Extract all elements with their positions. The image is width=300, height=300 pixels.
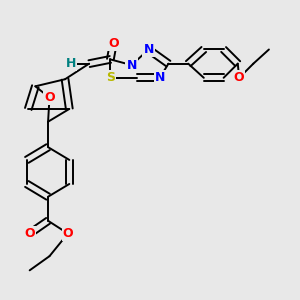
Text: N: N	[155, 71, 165, 84]
Text: H: H	[65, 57, 76, 70]
Text: O: O	[44, 91, 55, 104]
Text: O: O	[24, 227, 35, 240]
Text: O: O	[108, 37, 119, 50]
Text: S: S	[106, 71, 115, 84]
Text: O: O	[63, 227, 73, 240]
Text: O: O	[234, 71, 244, 84]
Text: N: N	[143, 43, 154, 56]
Text: N: N	[126, 58, 137, 72]
